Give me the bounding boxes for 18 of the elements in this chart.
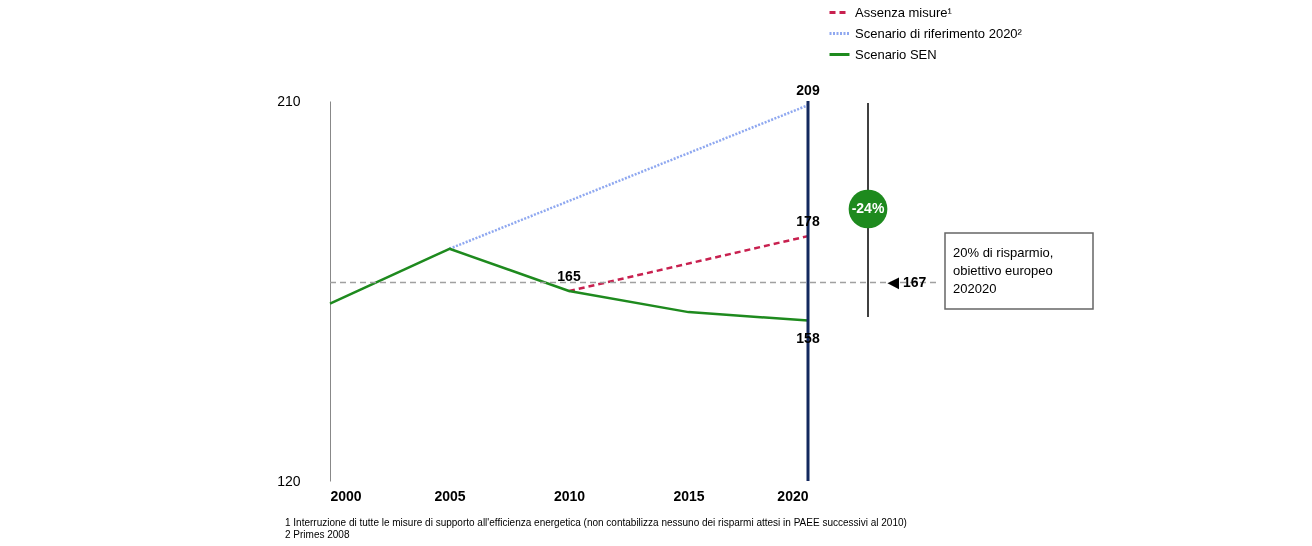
text: 20% di risparmio, obiettivo europeo 202020 [953,245,1054,296]
x-tick-label: 2005 [434,487,466,504]
data-label: 209 [796,82,820,99]
line-series [328,247,810,322]
legend-label: Scenario di riferimento 2020² [855,25,1023,41]
legend-label: Assenza misure¹ [855,4,953,20]
x-tick-label: 2010 [553,487,586,504]
text: -24% [851,200,885,216]
ref-line-label: ◀ 167 [887,273,927,290]
text: 2 Primes 2008 [285,529,350,540]
data-label: 165 [557,268,581,284]
y-tick-label: 210 [277,92,301,109]
x-tick-label: 2015 [673,487,705,504]
y-tick-label: 120 [277,472,301,489]
legend-label: Scenario SEN [855,46,937,62]
x-tick-label: 2020 [777,487,809,504]
x-tick-label: 2000 [330,487,362,504]
text: 1 Interruzione di tutte le misure di supporto all'efficienza energetica (non contabilizza nessuno dei risparmi attesi in PAEE successivi al 2010) [285,517,907,528]
